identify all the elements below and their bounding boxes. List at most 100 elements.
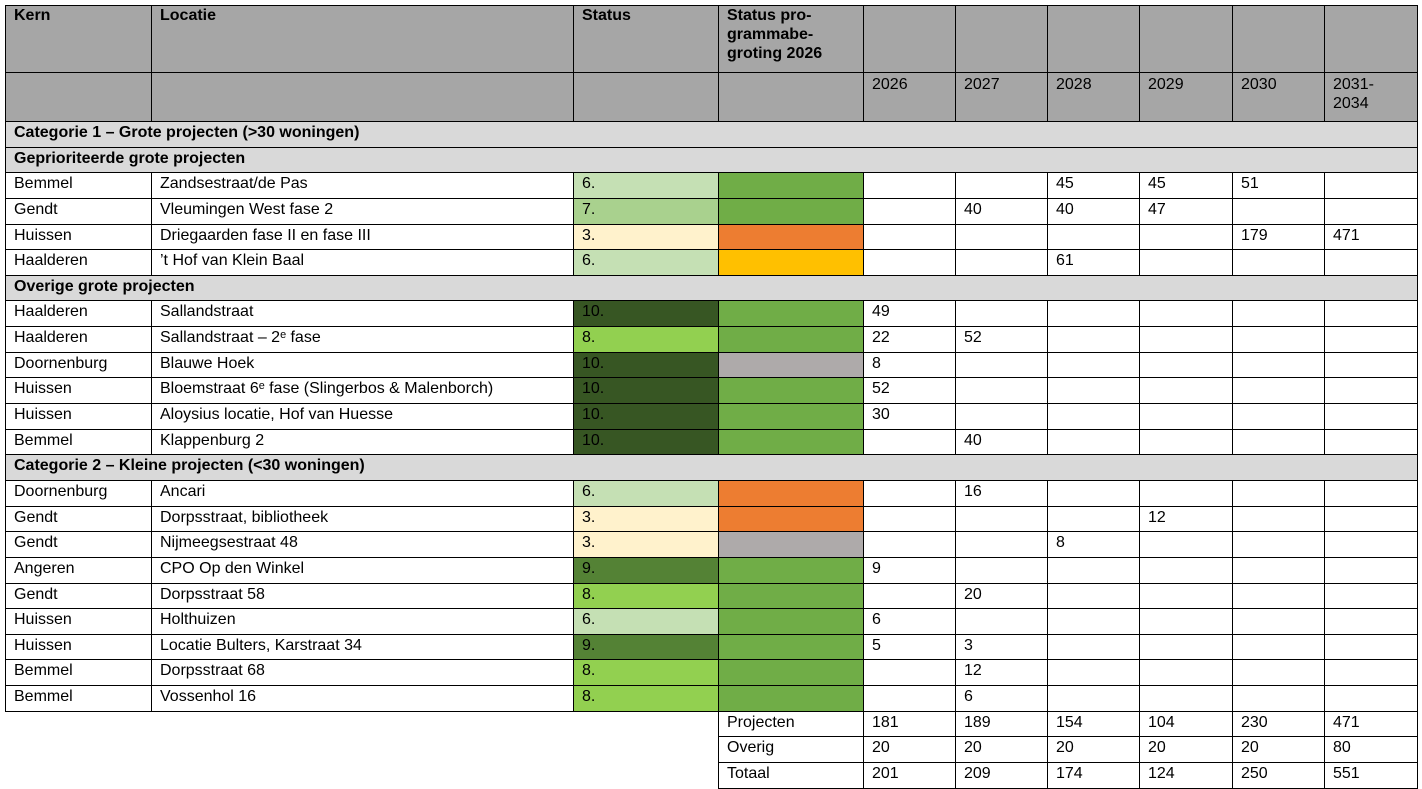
section-row: Categorie 1 – Grote projecten (>30 wonin… [5, 121, 1418, 148]
year-value: 471 [1324, 223, 1418, 251]
kern-cell: Gendt [5, 531, 152, 558]
project-row: Huissen Locatie Bulters, Karstraat 34 9. 5 3 [5, 633, 1418, 661]
section-heading: Categorie 1 – Grote projecten (>30 wonin… [5, 121, 1418, 148]
header-line: grammabe- [727, 26, 814, 43]
program-status-cell [718, 633, 864, 661]
year-value [1047, 505, 1140, 533]
status-cell: 6. [573, 479, 719, 507]
year-value [863, 428, 956, 456]
program-status-cell [718, 479, 864, 507]
header-status: Status [573, 5, 719, 73]
year-value [1139, 326, 1233, 353]
program-status-cell [718, 172, 864, 199]
year-value [955, 531, 1048, 558]
year-value [1232, 685, 1325, 712]
project-row: Gendt Nijmeegsestraat 48 3. 8 [5, 531, 1418, 558]
section-row: Categorie 2 – Kleine projecten (<30 woni… [5, 454, 1418, 481]
year-value [955, 403, 1048, 430]
year-value [1047, 223, 1140, 251]
year-label: 2026 [872, 76, 908, 93]
year-value [1324, 556, 1418, 584]
year-value [1139, 351, 1233, 379]
header-year-row: 2026 2027 2028 2029 2030 2031-2034 [5, 72, 1418, 122]
kern-cell: Bemmel [5, 659, 152, 687]
year-value [1139, 403, 1233, 430]
project-row: Huissen Aloysius locatie, Hof van Huesse 1… [5, 403, 1418, 430]
year-label: 2027 [964, 76, 1000, 93]
year-value [1047, 403, 1140, 430]
year-value [1047, 608, 1140, 635]
header-empty [718, 72, 864, 122]
year-value [1232, 403, 1325, 430]
projects-table: Kern Locatie Status Status pro-grammabe-gro… [5, 5, 1418, 789]
program-status-cell [718, 351, 864, 379]
year-value [1139, 582, 1233, 610]
status-cell: 10. [573, 377, 719, 405]
year-value [1324, 172, 1418, 199]
program-status-cell [718, 326, 864, 353]
year-value [863, 505, 956, 533]
year-value [955, 172, 1048, 199]
program-status-cell [718, 685, 864, 712]
program-status-cell [718, 505, 864, 533]
locatie-cell: Driegaarden fase II en fase III [151, 223, 574, 251]
program-status-cell [718, 582, 864, 610]
year-value [1139, 223, 1233, 251]
kern-cell: Gendt [5, 197, 152, 225]
status-cell: 10. [573, 428, 719, 456]
section-heading: Categorie 2 – Kleine projecten (<30 woni… [5, 454, 1418, 481]
year-value [955, 351, 1048, 379]
year-label: 2031-2034 [1333, 76, 1374, 112]
total-value: 471 [1324, 710, 1418, 738]
total-value: 20 [863, 736, 956, 764]
total-label: Totaal [718, 762, 864, 789]
header-line: Status pro- [727, 7, 812, 24]
year-value [1047, 479, 1140, 507]
header-line: groting 2026 [727, 45, 823, 62]
project-row: Haalderen Sallandstraat – 2ᵉ fase 8. 22 52 [5, 326, 1418, 353]
year-value [1232, 505, 1325, 533]
year-value: 8 [1047, 531, 1140, 558]
year-value: 12 [955, 659, 1048, 687]
year-value [1047, 633, 1140, 661]
header-year: 2028 [1047, 72, 1140, 122]
project-row: Huissen Holthuizen 6. 6 [5, 608, 1418, 635]
year-value [1139, 531, 1233, 558]
year-value: 16 [955, 479, 1048, 507]
header-locatie: Locatie [151, 5, 574, 73]
year-value: 49 [863, 300, 956, 328]
year-value [1232, 197, 1325, 225]
header-empty [1324, 5, 1418, 73]
year-value: 40 [1047, 197, 1140, 225]
kern-cell: Bemmel [5, 685, 152, 712]
year-value [1139, 633, 1233, 661]
year-value [1139, 428, 1233, 456]
year-value [1047, 659, 1140, 687]
year-value [1324, 582, 1418, 610]
blank-cell [152, 763, 574, 789]
year-value [1047, 351, 1140, 379]
blank-cell [6, 711, 152, 737]
year-value: 51 [1232, 172, 1325, 199]
year-value [955, 377, 1048, 405]
locatie-cell: Sallandstraat [151, 300, 574, 328]
status-cell: 3. [573, 223, 719, 251]
kern-cell: Angeren [5, 556, 152, 584]
year-value: 40 [955, 428, 1048, 456]
project-row: Gendt Dorpsstraat 58 8. 20 [5, 582, 1418, 610]
year-value [863, 582, 956, 610]
year-value: 52 [863, 377, 956, 405]
year-value [1139, 249, 1233, 276]
year-value [1232, 582, 1325, 610]
status-cell: 6. [573, 249, 719, 276]
body: Kern Locatie Status Status pro-grammabe-gro… [5, 5, 1418, 789]
program-status-cell [718, 556, 864, 584]
program-status-cell [718, 659, 864, 687]
locatie-cell: CPO Op den Winkel [151, 556, 574, 584]
year-value [1139, 556, 1233, 584]
locatie-cell: Vossenhol 16 [151, 685, 574, 712]
locatie-cell: Blauwe Hoek [151, 351, 574, 379]
year-value [1324, 351, 1418, 379]
status-cell: 7. [573, 197, 719, 225]
total-row: Projecten 181 189 154 104 230 471 [6, 710, 1418, 738]
